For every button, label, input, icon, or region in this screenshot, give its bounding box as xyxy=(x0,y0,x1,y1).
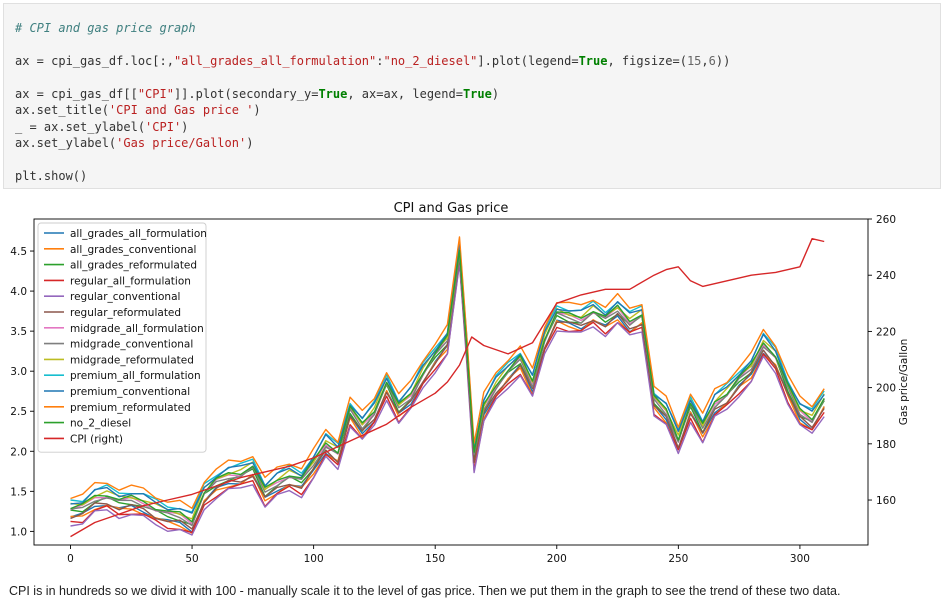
y-tick-label: 3.5 xyxy=(10,326,27,338)
legend-label: regular_all_formulation xyxy=(70,275,191,287)
series-line-premium_reformulated xyxy=(70,236,825,509)
x-tick-label: 150 xyxy=(425,553,445,565)
y2-tick-label: 260 xyxy=(876,214,896,226)
series-line-regular_conventional xyxy=(70,263,825,536)
code-number: 15 xyxy=(686,54,702,68)
code-keyword: True xyxy=(462,87,492,101)
y2-tick-label: 240 xyxy=(876,270,896,282)
legend-label: no_2_diesel xyxy=(70,418,131,430)
series-line-no_2_diesel xyxy=(70,249,825,523)
code-text: plt.show() xyxy=(15,169,88,183)
series-line-premium_conventional xyxy=(70,241,825,514)
y2-tick-label: 220 xyxy=(876,326,896,338)
legend-label: regular_reformulated xyxy=(70,307,181,319)
legend-label: midgrade_conventional xyxy=(70,339,193,351)
code-text: ) xyxy=(253,103,261,117)
legend-label: midgrade_all_formulation xyxy=(70,323,204,335)
y2-tick-label: 160 xyxy=(876,495,896,507)
legend-label: midgrade_reformulated xyxy=(70,354,194,366)
code-text: : xyxy=(376,54,384,68)
code-keyword: True xyxy=(578,54,608,68)
x-tick-label: 100 xyxy=(304,553,324,565)
code-text: ax.set_title( xyxy=(15,103,109,117)
code-text: ) xyxy=(181,120,189,134)
y-tick-label: 2.0 xyxy=(10,446,27,458)
legend-label: all_grades_conventional xyxy=(70,244,196,256)
code-text: ) xyxy=(491,87,500,101)
plot-frame xyxy=(33,218,869,546)
code-text: )) xyxy=(715,54,731,68)
legend-label: CPI (right) xyxy=(70,433,123,445)
code-line-5: ax.set_ylabel('Gas price/Gallon') xyxy=(15,136,253,150)
chart-svg: CPI and Gas price 0 50 100 150 200 250 300 1.0 1.… xyxy=(10,201,910,565)
code-number: 6 xyxy=(708,54,716,68)
code-string: 'Gas price/Gallon' xyxy=(116,136,247,150)
y2-tick-label: 180 xyxy=(876,439,896,451)
y-tick-label: 4.5 xyxy=(10,246,27,258)
markdown-caption: CPI is in hundreds so we divid it with 1… xyxy=(9,584,841,598)
legend-label: premium_reformulated xyxy=(70,402,191,414)
code-text: ) xyxy=(246,136,254,150)
y2-axis-label: Gas price/Gallon xyxy=(898,339,910,426)
code-line-3: ax.set_title('CPI and Gas price ') xyxy=(15,103,261,117)
code-text: , ax=ax, legend= xyxy=(347,87,463,101)
code-text: ax.set_ylabel( xyxy=(15,136,117,150)
code-line-2: ax = cpi_gas_df[["CPI"]].plot(secondary_… xyxy=(15,87,499,101)
code-text: ].plot(legend= xyxy=(477,54,579,68)
legend-label: all_grades_all_formulation xyxy=(70,228,207,240)
comment-text: # CPI and gas price graph xyxy=(15,21,196,35)
code-string: 'CPI' xyxy=(145,120,182,134)
code-string: 'CPI and Gas price ' xyxy=(108,103,254,117)
code-text: ax = cpi_gas_df[[ xyxy=(15,87,138,101)
code-line-4: _ = ax.set_ylabel('CPI') xyxy=(15,120,188,134)
code-keyword: True xyxy=(318,87,348,101)
x-tick-label: 0 xyxy=(67,553,74,565)
legend-label: premium_all_formulation xyxy=(70,370,201,382)
code-string: "no_2_diesel" xyxy=(383,54,478,68)
x-tick-label: 250 xyxy=(668,553,688,565)
x-tick-label: 200 xyxy=(547,553,567,565)
y-tick-label: 1.0 xyxy=(10,526,27,538)
code-cell[interactable]: # CPI and gas price graph ax = cpi_gas_d… xyxy=(3,3,941,189)
legend-box xyxy=(37,222,207,453)
legend-label: regular_conventional xyxy=(70,291,180,303)
series-line-cpi xyxy=(70,238,825,538)
y-tick-label: 3.0 xyxy=(10,366,27,378)
code-comment: # CPI and gas price graph xyxy=(15,21,196,35)
y-tick-label: 1.5 xyxy=(10,486,27,498)
code-text: ]].plot(secondary_y= xyxy=(173,87,319,101)
legend-label: premium_conventional xyxy=(70,386,190,398)
code-text: , xyxy=(701,54,709,68)
y-tick-label: 4.0 xyxy=(10,286,27,298)
code-string: "all_grades_all_formulation" xyxy=(173,54,377,68)
y2-tick-label: 200 xyxy=(876,383,896,395)
chart-title: CPI and Gas price xyxy=(394,201,509,216)
code-string: "CPI" xyxy=(137,87,174,101)
code-line-6: plt.show() xyxy=(15,169,87,183)
y-tick-label: 2.5 xyxy=(10,406,27,418)
code-text: _ = ax.set_ylabel( xyxy=(15,120,146,134)
code-line-1: ax = cpi_gas_df.loc[:,"all_grades_all_fo… xyxy=(15,54,730,68)
x-tick-label: 50 xyxy=(185,553,198,565)
code-text: , figsize=( xyxy=(607,54,687,68)
code-text: ax = cpi_gas_df.loc[:, xyxy=(15,54,174,68)
x-tick-label: 300 xyxy=(790,553,810,565)
legend-label: all_grades_reformulated xyxy=(70,260,197,272)
chart-output: CPI and Gas price 0 50 100 150 200 250 300 1.0 1.… xyxy=(0,195,944,565)
